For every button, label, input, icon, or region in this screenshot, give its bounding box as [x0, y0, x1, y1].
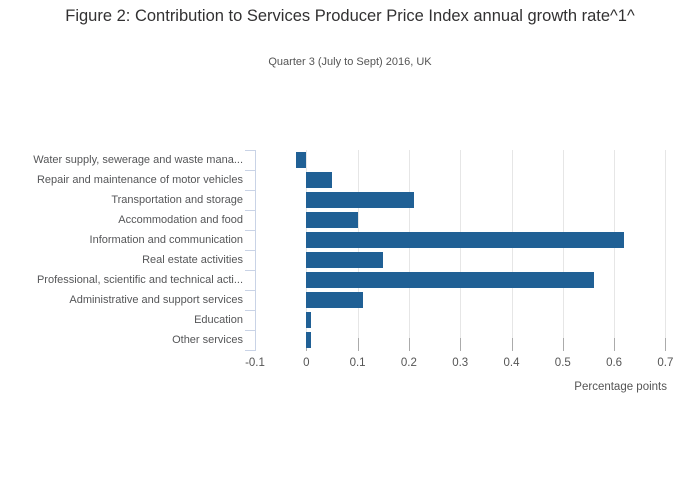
bar[interactable]	[306, 292, 363, 308]
x-axis-tick	[408, 338, 410, 351]
x-gridline	[460, 150, 462, 350]
category-axis-tick	[245, 290, 255, 291]
x-gridline	[408, 150, 410, 350]
category-axis-line	[255, 150, 256, 351]
x-axis-tick	[614, 338, 616, 351]
category-label: Real estate activities	[142, 254, 243, 266]
bar[interactable]	[306, 312, 312, 328]
category-label: Water supply, sewerage and waste mana...	[33, 154, 243, 166]
category-label: Information and communication	[89, 234, 243, 246]
x-gridline	[614, 150, 616, 350]
x-axis-tick	[357, 338, 359, 351]
bar[interactable]	[306, 232, 625, 248]
category-label: Administrative and support services	[69, 294, 243, 306]
category-axis-tick	[245, 270, 255, 271]
x-gridline	[357, 150, 359, 350]
bar[interactable]	[306, 272, 594, 288]
bar[interactable]	[306, 252, 384, 268]
bar[interactable]	[306, 172, 332, 188]
category-label: Transportation and storage	[111, 194, 243, 206]
category-axis-tick	[245, 310, 255, 311]
category-axis-tick	[245, 150, 255, 151]
category-axis-tick	[245, 230, 255, 231]
x-tick-label: -0.1	[245, 357, 265, 369]
category-axis-tick	[245, 250, 255, 251]
x-gridline	[562, 150, 564, 350]
category-label: Accommodation and food	[118, 214, 243, 226]
x-axis-tick	[562, 338, 564, 351]
x-gridline	[665, 150, 667, 350]
category-axis-tick	[245, 210, 255, 211]
x-tick-label: 0.2	[400, 357, 417, 369]
bar[interactable]	[296, 152, 307, 168]
category-axis-tick	[245, 350, 255, 351]
category-axis-tick	[245, 330, 255, 331]
x-gridline	[306, 150, 308, 350]
bar[interactable]	[306, 332, 312, 348]
x-tick-label: 0.4	[503, 357, 520, 369]
category-axis-tick	[245, 190, 255, 191]
bar[interactable]	[306, 192, 414, 208]
category-label: Repair and maintenance of motor vehicles	[36, 174, 243, 186]
category-label: Education	[194, 314, 243, 326]
x-axis-tick	[460, 338, 462, 351]
category-axis-tick	[245, 170, 255, 171]
x-tick-label: 0	[303, 357, 310, 369]
x-tick-label: 0.1	[349, 357, 366, 369]
chart-title: Figure 2: Contribution to Services Produ…	[65, 7, 635, 25]
x-axis-tick	[511, 338, 513, 351]
x-gridline	[511, 150, 513, 350]
category-label: Professional, scientific and technical a…	[36, 274, 243, 286]
x-tick-label: 0.3	[452, 357, 469, 369]
x-tick-label: 0.7	[657, 357, 674, 369]
category-label: Other services	[172, 334, 243, 346]
x-axis-title: Percentage points	[574, 381, 667, 393]
chart-subtitle: Quarter 3 (July to Sept) 2016, UK	[268, 56, 432, 68]
bar[interactable]	[306, 212, 358, 228]
x-tick-label: 0.6	[606, 357, 623, 369]
x-tick-label: 0.5	[554, 357, 571, 369]
x-axis-tick	[665, 338, 667, 351]
